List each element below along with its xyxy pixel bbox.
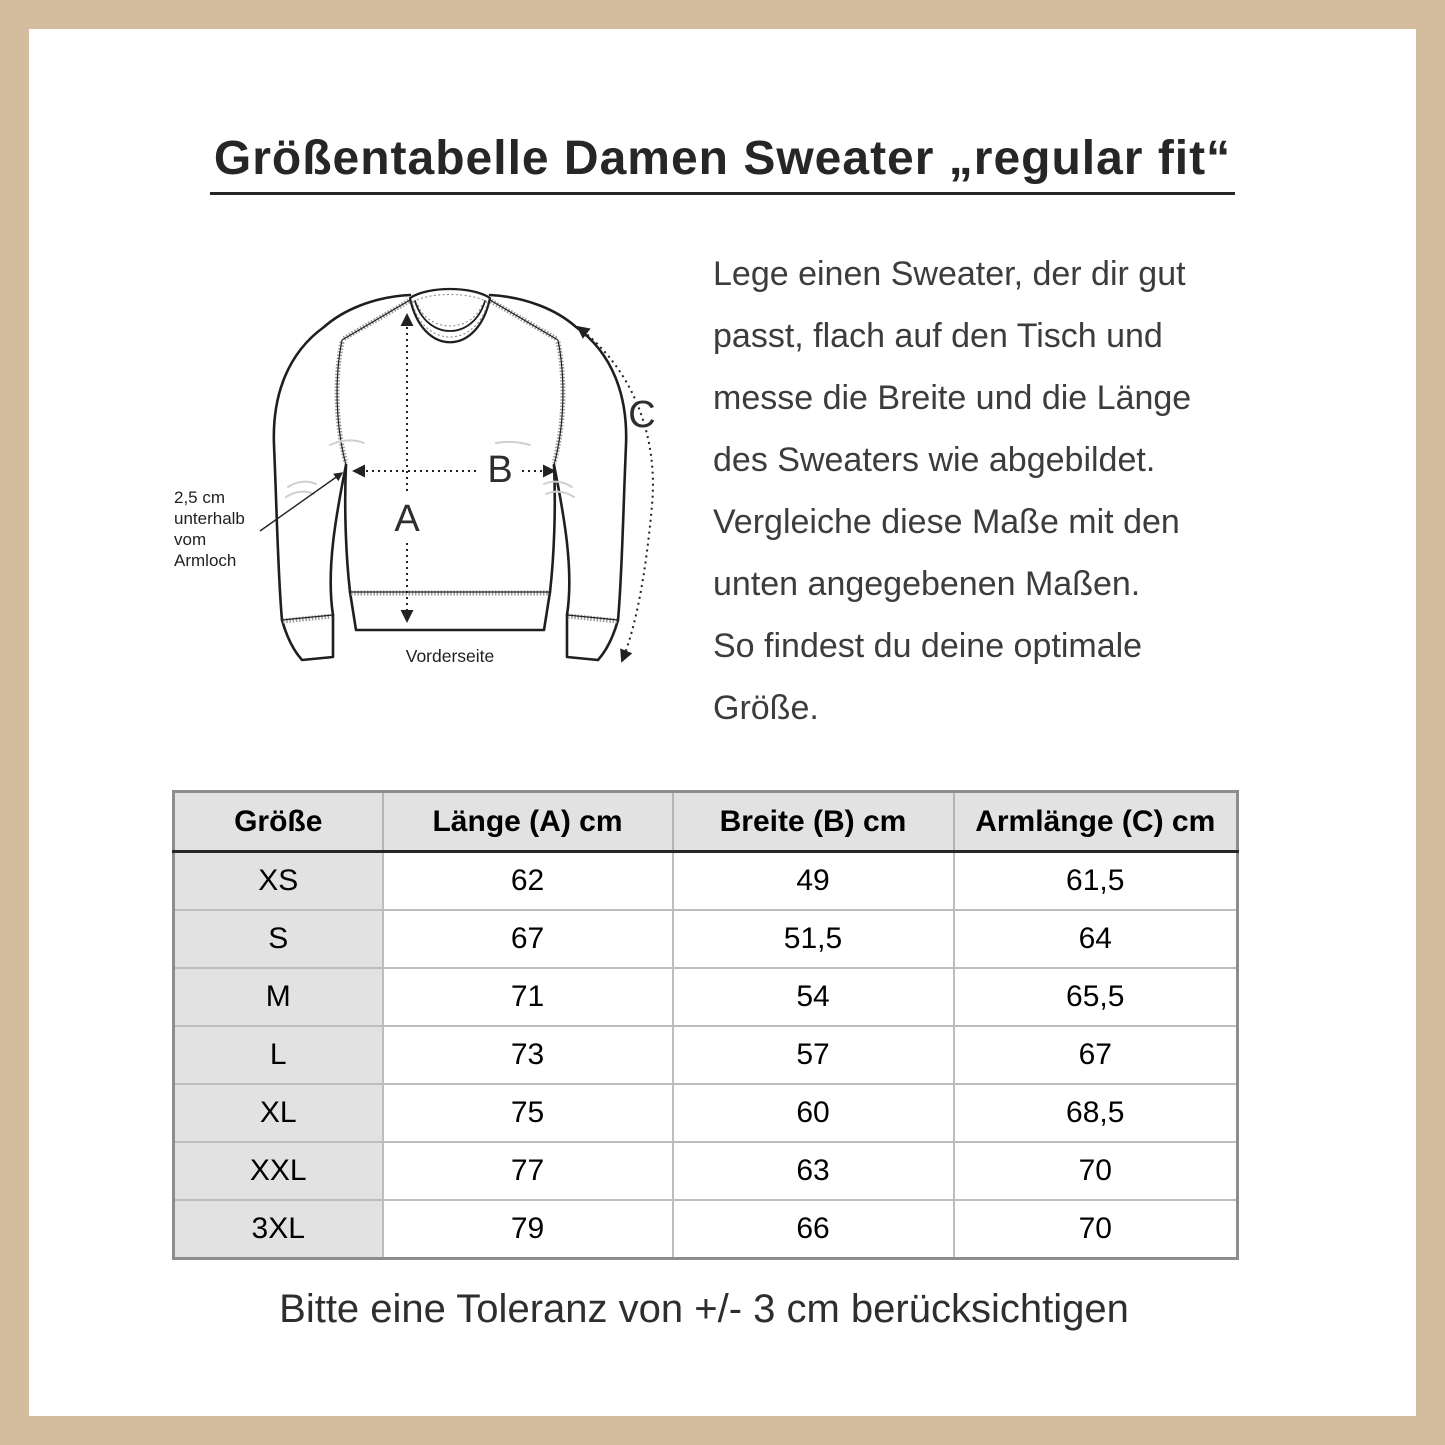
size-cell: XL (172, 1083, 384, 1143)
size-cell: M (172, 967, 384, 1027)
sleeve-cell: 70 (952, 1141, 1239, 1201)
size-cell: XXL (172, 1141, 384, 1201)
length-cell: 67 (381, 909, 674, 969)
sleeve-cell: 68,5 (952, 1083, 1239, 1143)
table-row: XXL 77 63 70 (172, 1141, 1239, 1201)
width-cell: 57 (671, 1025, 955, 1085)
sweater-measurement-diagram: A B C 2,5 cm unterhalb vom Armloch Vorde… (170, 265, 690, 695)
table-row: XL 75 60 68,5 (172, 1083, 1239, 1143)
sleeve-cell: 70 (952, 1199, 1239, 1260)
sweater-diagram: A B C (259, 287, 656, 663)
sleeve-cell: 64 (952, 909, 1239, 969)
tolerance-note: Bitte eine Toleranz von +/- 3 cm berücks… (279, 1287, 1129, 1331)
col-header-width: Breite (B) cm (671, 790, 955, 853)
size-cell: L (172, 1025, 384, 1085)
armpit-pointer-arrow (259, 472, 344, 532)
measurement-label-a: A (394, 498, 420, 540)
width-cell: 49 (671, 850, 955, 911)
sleeve-cell: 61,5 (952, 850, 1239, 911)
col-header-size: Größe (172, 790, 384, 853)
length-cell: 75 (381, 1083, 674, 1143)
size-cell: XS (172, 850, 384, 911)
table-header-row: Größe Länge (A) cm Breite (B) cm Armläng… (172, 790, 1239, 853)
page-title-text: Größentabelle Damen Sweater „regular fit… (209, 131, 1236, 196)
size-chart-page: Größentabelle Damen Sweater „regular fit… (29, 29, 1416, 1416)
col-header-length: Länge (A) cm (381, 790, 674, 853)
table-row: 3XL 79 66 70 (172, 1199, 1239, 1260)
size-cell: 3XL (172, 1199, 384, 1260)
page-title: Größentabelle Damen Sweater „regular fit… (29, 131, 1416, 196)
measurement-line-c (576, 325, 654, 663)
width-cell: 54 (671, 967, 955, 1027)
armpit-note: 2,5 cm unterhalb vom Armloch (174, 488, 245, 570)
measurement-label-b: B (487, 449, 512, 491)
length-cell: 77 (381, 1141, 674, 1201)
table-row: L 73 57 67 (172, 1025, 1239, 1085)
length-cell: 79 (381, 1199, 674, 1260)
length-cell: 62 (381, 850, 674, 911)
width-cell: 66 (671, 1199, 955, 1260)
size-cell: S (172, 909, 384, 969)
width-cell: 51,5 (671, 909, 955, 969)
front-side-label: Vorderseite (405, 646, 495, 666)
sleeve-cell: 65,5 (952, 967, 1239, 1027)
width-cell: 60 (671, 1083, 955, 1143)
table-row: S 67 51,5 64 (172, 909, 1239, 969)
table-row: XS 62 49 61,5 (172, 850, 1239, 911)
sleeve-cell: 67 (952, 1025, 1239, 1085)
length-cell: 71 (381, 967, 674, 1027)
width-cell: 63 (671, 1141, 955, 1201)
measuring-instructions: Lege einen Sweater, der dir gut passt, f… (713, 255, 1192, 727)
col-header-sleeve: Armlänge (C) cm (952, 790, 1239, 853)
size-table: Größe Länge (A) cm Breite (B) cm Armläng… (172, 790, 1239, 1260)
length-cell: 73 (381, 1025, 674, 1085)
table-row: M 71 54 65,5 (172, 967, 1239, 1027)
measurement-label-c: C (628, 394, 655, 436)
